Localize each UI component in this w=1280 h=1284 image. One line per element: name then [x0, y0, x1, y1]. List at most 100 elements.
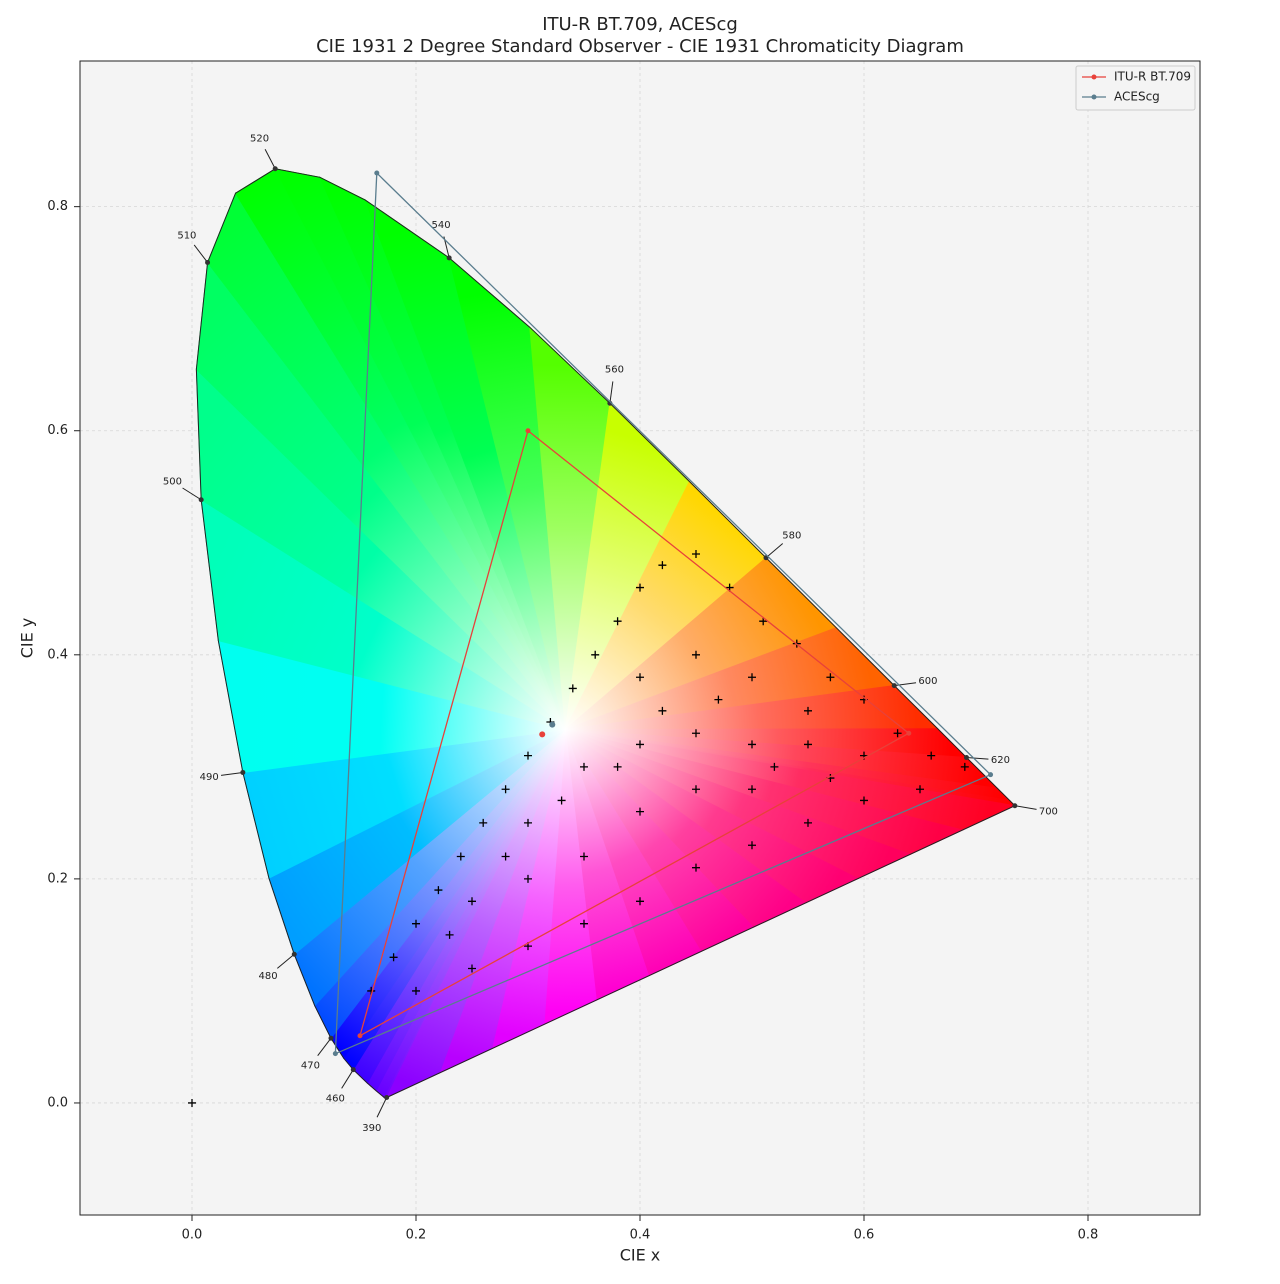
- y-axis-label: CIE y: [18, 618, 37, 659]
- wavelength-point: [205, 259, 211, 265]
- point: [445, 930, 454, 939]
- whitepoint: [549, 721, 556, 728]
- wavelength-tick: [193, 244, 208, 263]
- primary: [525, 428, 531, 434]
- point: [960, 762, 969, 771]
- scatter-points: [188, 549, 969, 1107]
- y-tick-label: 0.0: [47, 1095, 68, 1110]
- point: [557, 796, 566, 805]
- x-axis-label: CIE x: [620, 1246, 661, 1265]
- point: [412, 986, 420, 995]
- locus-fill: [195, 168, 1017, 1099]
- point: [860, 796, 868, 805]
- whitepoint: [539, 731, 546, 738]
- x-tick-label: 0.4: [630, 1228, 651, 1243]
- wavelength-label: 520: [250, 134, 269, 145]
- point: [468, 964, 476, 973]
- wavelength-point: [891, 683, 897, 689]
- wavelength-tick: [276, 953, 295, 969]
- wavelength-point: [963, 755, 969, 761]
- point: [916, 785, 924, 794]
- point: [524, 751, 532, 760]
- point: [927, 751, 936, 760]
- wavelength-tick: [220, 771, 243, 776]
- point: [804, 706, 812, 715]
- point: [412, 919, 420, 928]
- point: [389, 953, 398, 962]
- point: [456, 852, 465, 861]
- wavelength-label: 480: [259, 971, 278, 982]
- point: [501, 852, 510, 861]
- point: [714, 695, 723, 704]
- point: [692, 549, 700, 558]
- gamut: [358, 429, 910, 1038]
- y-tick-label: 0.6: [47, 423, 68, 438]
- point: [613, 762, 622, 771]
- y-tick-label: 0.8: [47, 199, 68, 214]
- point: [188, 1098, 196, 1107]
- point: [636, 583, 644, 592]
- wavelength-point: [240, 769, 246, 775]
- point: [613, 617, 622, 626]
- point: [580, 919, 588, 928]
- point: [759, 617, 768, 626]
- point: [524, 874, 532, 883]
- point: [636, 897, 644, 906]
- wavelength-tick: [609, 381, 614, 404]
- primary: [374, 170, 380, 176]
- wavelength-point: [384, 1094, 390, 1100]
- wavelength-label: 510: [177, 230, 196, 241]
- point: [580, 852, 588, 861]
- spectral-locus: [195, 168, 1016, 1099]
- wavelength-label: 620: [991, 755, 1010, 766]
- point: [658, 706, 667, 715]
- wavelength-tick: [376, 1097, 388, 1118]
- plot-frame: [79, 60, 1201, 1216]
- chart-title: ITU-R BT.709, ACEScg: [542, 14, 738, 35]
- legend-label: ITU-R BT.709: [1114, 70, 1191, 84]
- point: [636, 740, 644, 749]
- wavelength-label: 700: [1039, 806, 1058, 817]
- point: [591, 650, 600, 659]
- wavelength-tick: [341, 1069, 354, 1089]
- point: [826, 673, 835, 682]
- gamut: [334, 171, 992, 1055]
- wavelength-tick: [317, 1037, 332, 1057]
- point: [692, 863, 700, 872]
- point: [804, 818, 812, 827]
- x-tick-label: 0.6: [854, 1228, 875, 1243]
- point: [692, 729, 700, 738]
- wavelength-label: 470: [301, 1060, 320, 1071]
- wavelength-label: 460: [326, 1094, 345, 1105]
- primary: [357, 1033, 363, 1039]
- point: [434, 886, 443, 895]
- wavelength-tick: [264, 149, 276, 170]
- legend-label: ACEScg: [1114, 90, 1160, 104]
- wavelength-label: 540: [431, 220, 450, 231]
- wavelength-point: [291, 951, 297, 957]
- y-tick-label: 0.4: [47, 647, 68, 662]
- point: [568, 684, 577, 693]
- point: [804, 740, 812, 749]
- wavelength-tick: [966, 757, 989, 760]
- legend-marker: [1091, 94, 1097, 100]
- wavelength-tick: [182, 487, 202, 501]
- point: [692, 650, 700, 659]
- wavelength-label: 490: [200, 772, 219, 783]
- primary: [988, 772, 994, 778]
- wavelength-point: [328, 1035, 334, 1041]
- x-tick-label: 0.0: [182, 1228, 203, 1243]
- point: [748, 673, 756, 682]
- chart-subtitle: CIE 1931 2 Degree Standard Observer - CI…: [316, 36, 964, 57]
- point: [748, 740, 756, 749]
- point: [748, 841, 756, 850]
- point: [692, 785, 700, 794]
- point: [501, 785, 510, 794]
- x-tick-label: 0.8: [1078, 1228, 1099, 1243]
- wavelength-tick: [894, 682, 917, 687]
- wavelength-tick: [1014, 805, 1037, 810]
- point: [748, 785, 756, 794]
- primary: [906, 730, 912, 736]
- wavelength-label: 600: [918, 676, 937, 687]
- y-tick-label: 0.2: [47, 871, 68, 886]
